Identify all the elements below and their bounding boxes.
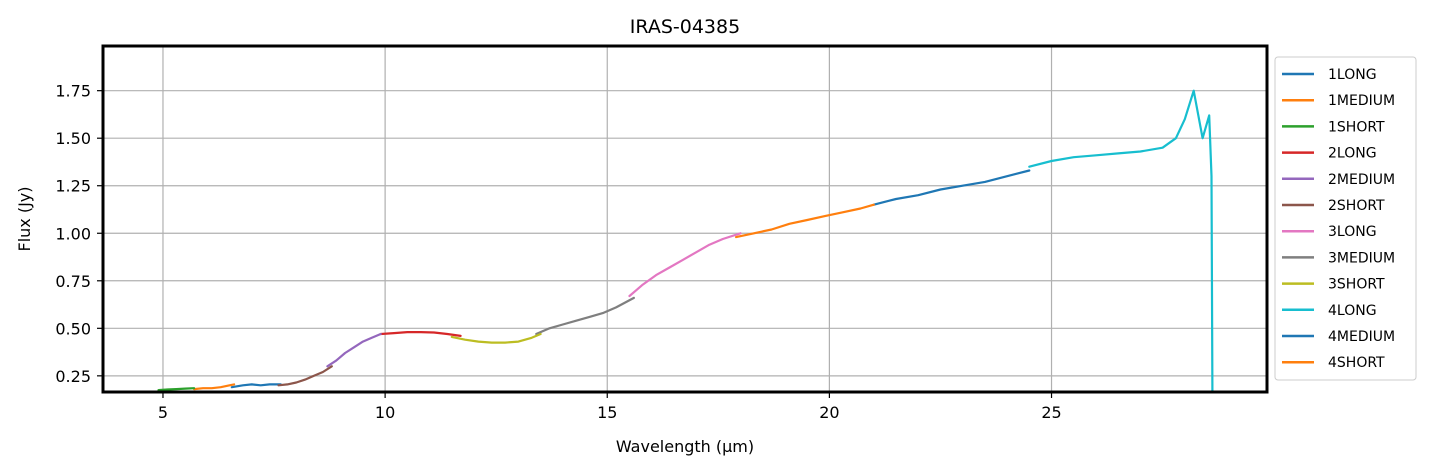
x-tick-label: 5	[158, 403, 168, 422]
plot-frame	[101, 44, 1269, 394]
legend-label: 2MEDIUM	[1328, 172, 1395, 188]
x-tick-label: 25	[1041, 403, 1061, 422]
series-line-1long	[230, 383, 282, 389]
y-tick-label: 0.50	[55, 319, 91, 338]
y-tick-label: 1.75	[55, 82, 91, 101]
legend-label: 4LONG	[1328, 303, 1377, 319]
series-line-2long	[379, 331, 462, 337]
series-line-4medium	[872, 169, 1031, 206]
legend-box	[1274, 56, 1417, 381]
grid	[103, 46, 1267, 392]
x-axis: 5 10 15 20 25	[158, 392, 1062, 422]
x-tick-label: 15	[597, 403, 617, 422]
series-line-3long	[628, 232, 742, 298]
x-axis-label: Wavelength (μm)	[616, 437, 754, 456]
legend-label: 4SHORT	[1328, 355, 1385, 371]
y-tick-label: 0.25	[55, 367, 91, 386]
legend-label: 3SHORT	[1328, 277, 1385, 293]
x-tick-label: 20	[819, 403, 839, 422]
series-line-2medium	[326, 332, 382, 368]
legend-label: 1LONG	[1328, 67, 1377, 83]
legend-label: 3LONG	[1328, 224, 1377, 240]
y-tick-label: 0.75	[55, 272, 91, 291]
legend-label: 4MEDIUM	[1328, 329, 1395, 345]
legend-label: 2SHORT	[1328, 198, 1385, 214]
chart-title: IRAS-04385	[630, 16, 740, 38]
series-lines	[157, 89, 1214, 392]
legend: 1LONG 1MEDIUM 1SHORT 2LONG 2MEDIUM 2SHORT 3LON…	[1274, 56, 1417, 381]
y-tick-label: 1.50	[55, 129, 91, 148]
series-line-1medium	[193, 383, 236, 391]
legend-label: 1MEDIUM	[1328, 93, 1395, 109]
y-axis: 0.25 0.50 0.75 1.00 1.25 1.50 1.75	[55, 82, 103, 386]
series-line-4short	[734, 203, 875, 239]
series-group	[157, 89, 1214, 392]
y-axis-label: Flux (Jy)	[15, 186, 34, 251]
y-tick-label: 1.00	[55, 224, 91, 243]
legend-label: 3MEDIUM	[1328, 250, 1395, 266]
x-tick-label: 10	[375, 403, 395, 422]
legend-label: 2LONG	[1328, 146, 1377, 162]
series-line-1short	[157, 387, 196, 392]
series-line-3medium	[535, 296, 636, 336]
series-line-4long	[1028, 89, 1214, 392]
y-tick-label: 1.25	[55, 177, 91, 196]
series-line-2short	[277, 365, 333, 387]
legend-label: 1SHORT	[1328, 119, 1385, 135]
series-line-3short	[450, 332, 542, 344]
